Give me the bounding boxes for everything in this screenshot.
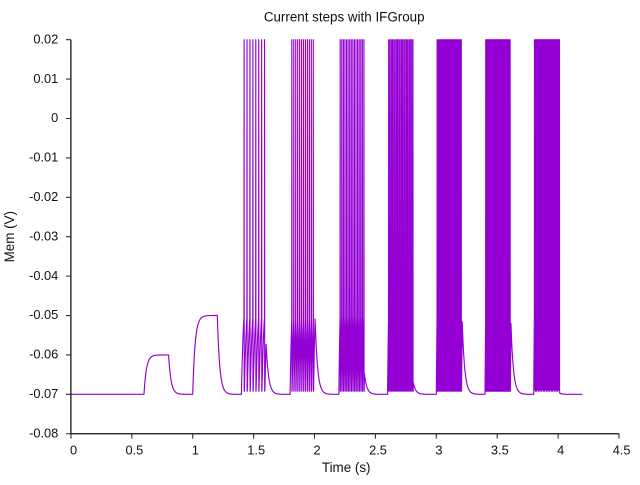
svg-text:-0.07: -0.07 bbox=[29, 386, 58, 401]
svg-text:-0.08: -0.08 bbox=[29, 425, 58, 440]
svg-text:0.01: 0.01 bbox=[33, 71, 58, 86]
svg-text:-0.06: -0.06 bbox=[29, 347, 58, 362]
svg-text:4: 4 bbox=[557, 443, 564, 458]
svg-text:1.5: 1.5 bbox=[247, 443, 265, 458]
svg-text:-0.02: -0.02 bbox=[29, 189, 58, 204]
svg-text:4.5: 4.5 bbox=[613, 443, 631, 458]
svg-text:2: 2 bbox=[314, 443, 321, 458]
svg-text:3.5: 3.5 bbox=[491, 443, 509, 458]
svg-text:0.5: 0.5 bbox=[126, 443, 144, 458]
svg-text:2.5: 2.5 bbox=[369, 443, 387, 458]
svg-text:-0.03: -0.03 bbox=[29, 228, 58, 243]
svg-text:0: 0 bbox=[51, 110, 58, 125]
svg-text:Mem (V): Mem (V) bbox=[2, 211, 17, 262]
svg-text:1: 1 bbox=[192, 443, 199, 458]
svg-text:0.02: 0.02 bbox=[33, 31, 58, 46]
svg-text:3: 3 bbox=[435, 443, 442, 458]
svg-text:Time (s): Time (s) bbox=[322, 460, 371, 475]
svg-text:-0.04: -0.04 bbox=[29, 268, 58, 283]
svg-text:-0.01: -0.01 bbox=[29, 150, 58, 165]
svg-text:0: 0 bbox=[70, 443, 77, 458]
svg-text:Current steps with IFGroup: Current steps with IFGroup bbox=[264, 10, 425, 25]
svg-text:-0.05: -0.05 bbox=[29, 307, 58, 322]
